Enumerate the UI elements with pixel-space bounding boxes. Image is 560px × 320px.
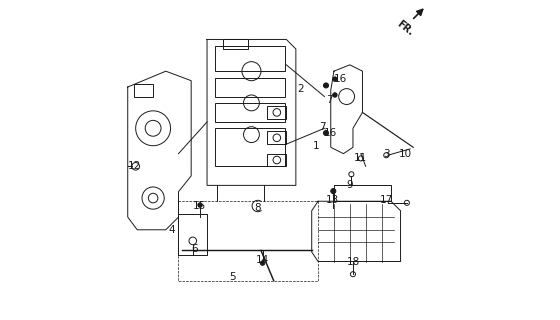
- Text: 17: 17: [380, 195, 393, 205]
- Text: 18: 18: [346, 257, 360, 267]
- Text: 5: 5: [229, 272, 236, 282]
- Circle shape: [324, 83, 329, 88]
- Text: 16: 16: [324, 128, 337, 138]
- Text: 9: 9: [347, 180, 353, 190]
- Text: 2: 2: [297, 84, 304, 94]
- Text: 12: 12: [128, 161, 141, 171]
- Bar: [215, 46, 284, 71]
- Bar: [215, 103, 284, 122]
- Circle shape: [333, 93, 337, 97]
- Text: 11: 11: [354, 153, 367, 164]
- Text: 6: 6: [191, 244, 198, 254]
- Circle shape: [333, 77, 337, 81]
- Text: 16: 16: [334, 74, 347, 84]
- Text: 15: 15: [193, 201, 206, 211]
- Bar: [267, 154, 286, 166]
- Circle shape: [324, 131, 329, 136]
- Text: 8: 8: [254, 203, 261, 212]
- Text: 10: 10: [399, 149, 412, 159]
- Text: 4: 4: [169, 225, 175, 235]
- Text: 14: 14: [256, 255, 269, 265]
- Circle shape: [331, 188, 336, 194]
- Circle shape: [198, 203, 202, 207]
- Text: 1: 1: [313, 141, 320, 151]
- Text: FR.: FR.: [395, 19, 416, 38]
- Text: 3: 3: [383, 149, 390, 159]
- Bar: [223, 39, 248, 49]
- Bar: [215, 77, 284, 97]
- Text: 13: 13: [326, 195, 339, 205]
- Bar: [134, 84, 153, 97]
- Text: 7: 7: [320, 122, 326, 132]
- Circle shape: [260, 261, 265, 265]
- Bar: [267, 132, 286, 144]
- Bar: [215, 128, 284, 166]
- Bar: [267, 106, 286, 119]
- Text: 7: 7: [326, 95, 333, 105]
